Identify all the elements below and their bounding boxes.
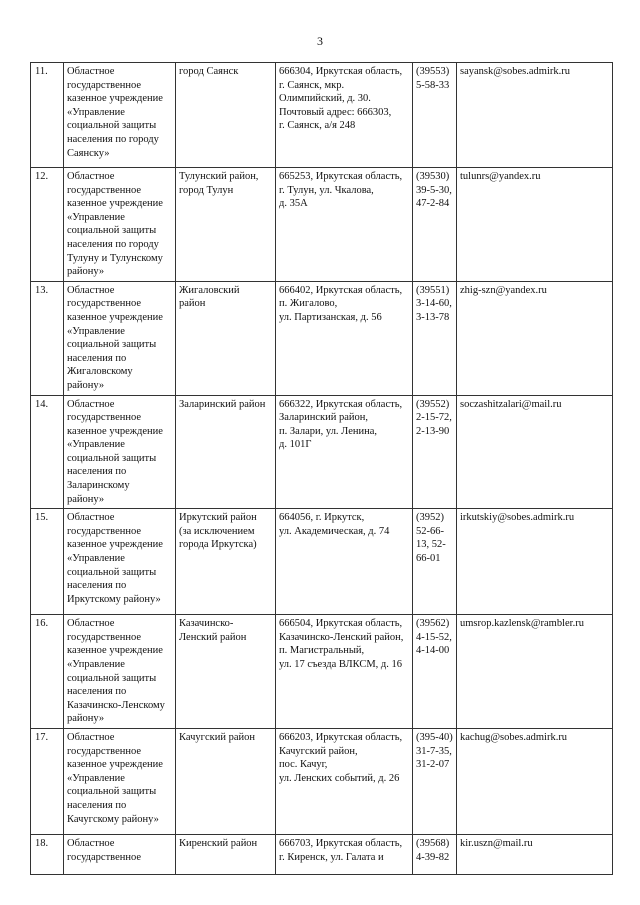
cell-org: Областное государственное казенное учреж… xyxy=(63,62,176,168)
cell-area: Тулунский район, город Тулун xyxy=(175,167,276,282)
cell-org: Областное государственное казенное учреж… xyxy=(63,508,176,616)
institutions-table: 11. Областное государственное казенное уч… xyxy=(30,62,613,875)
cell-num: 11. xyxy=(30,62,64,168)
cell-num: 18. xyxy=(30,834,64,875)
cell-email: tulunrs@yandex.ru xyxy=(456,167,613,282)
cell-email: zhig-szn@yandex.ru xyxy=(456,280,613,396)
cell-area: Киренский район xyxy=(175,834,276,875)
cell-email: umsrop.kazlensk@rambler.ru xyxy=(456,614,613,729)
table-row: 18. Областное государственное Киренский ра… xyxy=(30,834,613,875)
cell-phone: (3952) 52-66- 13, 52- 66-01 xyxy=(412,508,457,616)
cell-address: 666322, Иркутская область, Заларинский р… xyxy=(275,394,413,510)
cell-area: Казачинско- Ленский район xyxy=(175,614,276,729)
cell-phone: (395-40) 31-7-35, 31-2-07 xyxy=(412,728,457,835)
cell-num: 17. xyxy=(30,728,64,835)
cell-area: Иркутский район (за исключением города И… xyxy=(175,508,276,616)
cell-email: sayansk@sobes.admirk.ru xyxy=(456,62,613,168)
cell-phone: (39551) 3-14-60, 3-13-78 xyxy=(412,280,457,396)
table-row: 17. Областное государственное казенное уч… xyxy=(30,728,613,835)
table-row: 15. Областное государственное казенное уч… xyxy=(30,508,613,616)
cell-org: Областное государственное казенное учреж… xyxy=(63,614,176,729)
cell-address: 666504, Иркутская область, Казачинско-Ле… xyxy=(275,614,413,729)
table-row: 13. Областное государственное казенное уч… xyxy=(30,280,613,396)
cell-address: 666304, Иркутская область, г. Саянск, мк… xyxy=(275,62,413,168)
cell-num: 12. xyxy=(30,167,64,282)
cell-org: Областное государственное казенное учреж… xyxy=(63,280,176,396)
cell-num: 15. xyxy=(30,508,64,616)
cell-area: город Саянск xyxy=(175,62,276,168)
cell-phone: (39530) 39-5-30, 47-2-84 xyxy=(412,167,457,282)
cell-phone: (39553) 5-58-33 xyxy=(412,62,457,168)
cell-org: Областное государственное xyxy=(63,834,176,875)
cell-area: Заларинский район xyxy=(175,394,276,510)
cell-num: 14. xyxy=(30,394,64,510)
cell-address: 666203, Иркутская область, Качугский рай… xyxy=(275,728,413,835)
cell-address: 666703, Иркутская область, г. Киренск, у… xyxy=(275,834,413,875)
cell-email: soczashitzalari@mail.ru xyxy=(456,394,613,510)
cell-org: Областное государственное казенное учреж… xyxy=(63,167,176,282)
page-number: 3 xyxy=(317,34,323,48)
cell-address: 665253, Иркутская область, г. Тулун, ул.… xyxy=(275,167,413,282)
table-row: 12. Областное государственное казенное уч… xyxy=(30,167,613,282)
table-row: 11. Областное государственное казенное уч… xyxy=(30,62,613,168)
cell-address: 666402, Иркутская область, п. Жигалово, … xyxy=(275,280,413,396)
cell-phone: (39568) 4-39-82 xyxy=(412,834,457,875)
cell-email: kir.uszn@mail.ru xyxy=(456,834,613,875)
cell-area: Качугский район xyxy=(175,728,276,835)
cell-num: 13. xyxy=(30,280,64,396)
cell-phone: (39562) 4-15-52, 4-14-00 xyxy=(412,614,457,729)
cell-num: 16. xyxy=(30,614,64,729)
cell-address: 664056, г. Иркутск, ул. Академическая, д… xyxy=(275,508,413,616)
cell-email: irkutskiy@sobes.admirk.ru xyxy=(456,508,613,616)
table-row: 14. Областное государственное казенное уч… xyxy=(30,394,613,510)
table-row: 16. Областное государственное казенное уч… xyxy=(30,614,613,729)
cell-org: Областное государственное казенное учреж… xyxy=(63,394,176,510)
cell-phone: (39552) 2-15-72, 2-13-90 xyxy=(412,394,457,510)
cell-email: kachug@sobes.admirk.ru xyxy=(456,728,613,835)
cell-area: Жигаловский район xyxy=(175,280,276,396)
cell-org: Областное государственное казенное учреж… xyxy=(63,728,176,835)
